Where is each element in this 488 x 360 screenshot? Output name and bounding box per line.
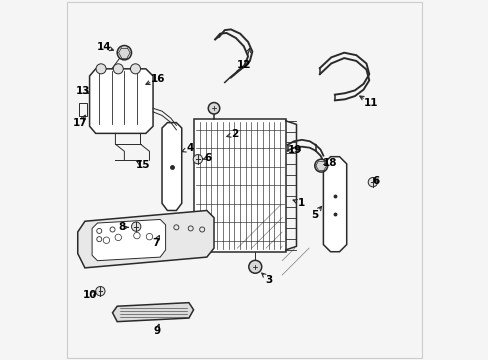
Polygon shape <box>78 211 214 268</box>
Circle shape <box>248 260 261 273</box>
Circle shape <box>96 287 105 296</box>
Text: 5: 5 <box>310 210 317 220</box>
Circle shape <box>314 159 327 172</box>
Circle shape <box>113 64 123 74</box>
Text: 11: 11 <box>363 98 377 108</box>
Text: 10: 10 <box>82 291 97 301</box>
Bar <box>79 103 86 116</box>
Polygon shape <box>323 157 346 252</box>
Text: 14: 14 <box>97 42 111 51</box>
Text: 2: 2 <box>230 129 238 139</box>
Polygon shape <box>92 220 165 261</box>
Text: 17: 17 <box>73 118 87 128</box>
Circle shape <box>130 64 140 74</box>
Text: 18: 18 <box>322 158 336 168</box>
Circle shape <box>367 177 377 187</box>
Text: 6: 6 <box>204 153 211 163</box>
Text: 16: 16 <box>150 74 164 84</box>
Text: 8: 8 <box>118 222 125 232</box>
Circle shape <box>208 103 219 114</box>
Text: 13: 13 <box>76 86 90 96</box>
Text: 3: 3 <box>264 275 272 285</box>
Circle shape <box>193 154 202 164</box>
Text: 4: 4 <box>186 143 193 153</box>
Text: 1: 1 <box>298 198 305 208</box>
Circle shape <box>96 64 106 74</box>
Text: 15: 15 <box>136 160 150 170</box>
Polygon shape <box>162 123 182 211</box>
Polygon shape <box>89 69 153 134</box>
Circle shape <box>131 222 141 231</box>
Text: 6: 6 <box>372 176 379 186</box>
Circle shape <box>117 45 131 60</box>
Text: 9: 9 <box>153 326 160 336</box>
Text: 7: 7 <box>152 238 159 248</box>
Polygon shape <box>112 303 193 321</box>
Text: 19: 19 <box>287 144 301 154</box>
Bar <box>194 119 285 252</box>
Text: 12: 12 <box>237 60 251 70</box>
